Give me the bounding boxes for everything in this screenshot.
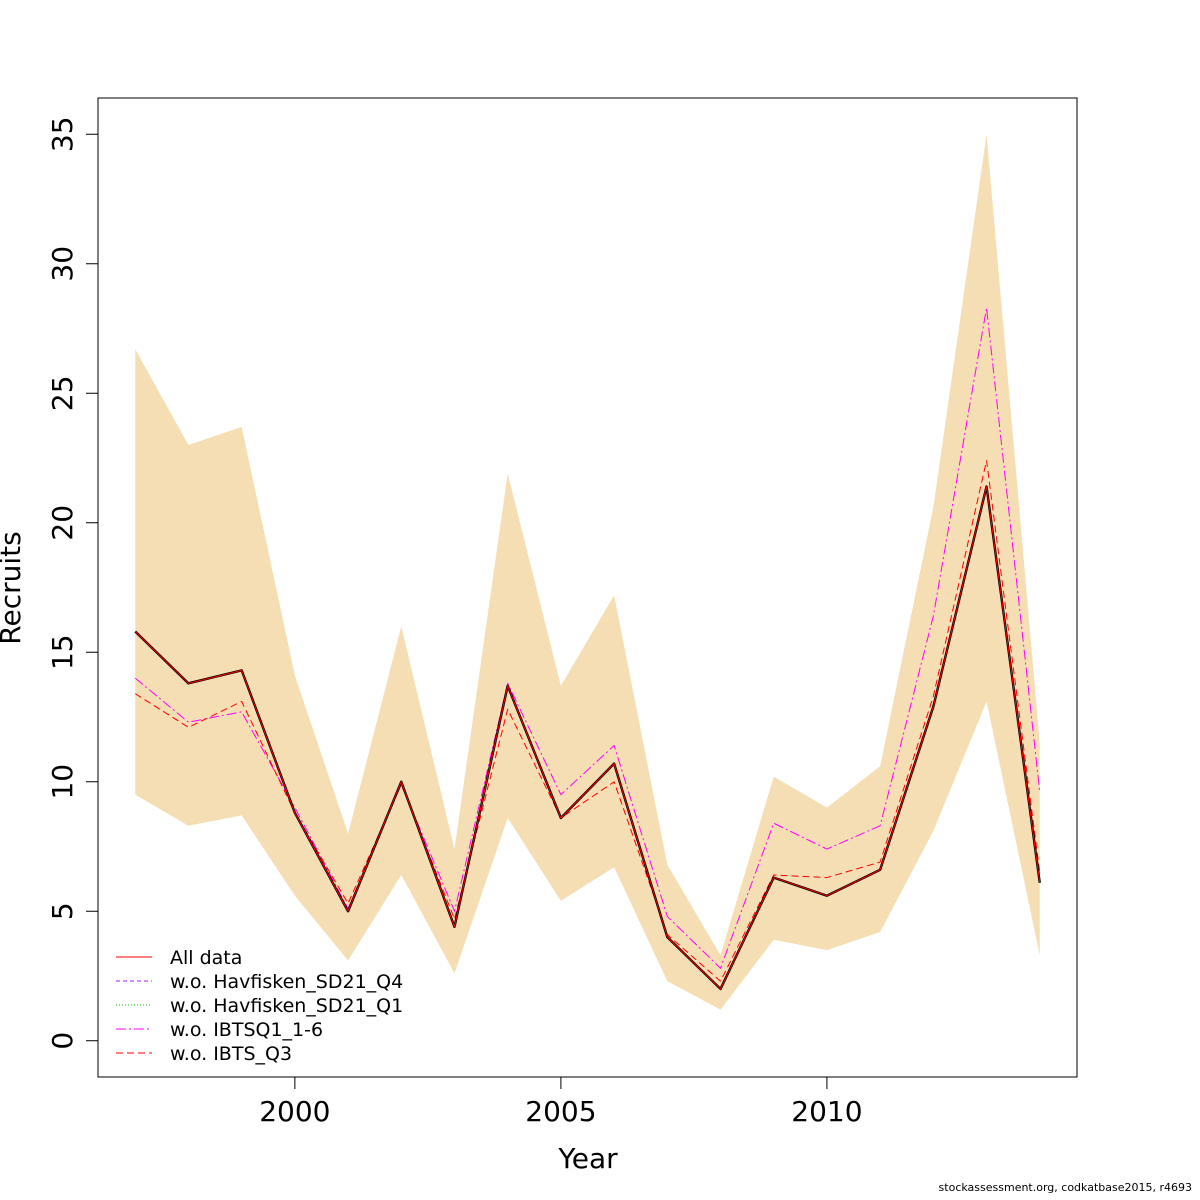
x-tick-label: 2005 <box>525 1095 596 1128</box>
series-line-w-o-ibts-q3 <box>134 460 1041 982</box>
y-axis: 0 5 10 15 20 25 30 35 <box>46 116 99 1050</box>
y-tick-label: 10 <box>46 764 79 800</box>
series-layer <box>134 307 1041 991</box>
x-tick-label: 2010 <box>791 1095 862 1128</box>
y-tick-label: 15 <box>46 634 79 670</box>
y-tick-label: 5 <box>46 902 79 920</box>
y-tick-label: 0 <box>46 1032 79 1050</box>
confidence-band <box>135 134 1040 1010</box>
y-axis-label: Recruits <box>0 531 27 644</box>
legend-label: w.o. IBTSQ1_1-6 <box>170 1019 323 1041</box>
x-axis: 2000 2005 2010 <box>259 1076 863 1128</box>
legend-label: All data <box>170 947 242 969</box>
series-line-w-o-ibtsq1-1-6 <box>134 307 1041 969</box>
footer-credit: stockassessment.org, codkatbase2015, r46… <box>938 1181 1192 1194</box>
y-tick-label: 30 <box>46 246 79 282</box>
x-tick-label: 2000 <box>259 1095 330 1128</box>
x-axis-label: Year <box>557 1142 618 1175</box>
y-tick-label: 20 <box>46 505 79 541</box>
legend-label: w.o. Havfisken_SD21_Q4 <box>170 971 403 993</box>
confidence-band-layer <box>135 134 1040 1010</box>
y-tick-label: 25 <box>46 375 79 411</box>
series-line-all-data <box>134 485 1041 990</box>
legend-label: w.o. IBTS_Q3 <box>170 1043 292 1065</box>
y-tick-label: 35 <box>46 116 79 152</box>
legend-label: w.o. Havfisken_SD21_Q1 <box>170 995 403 1017</box>
